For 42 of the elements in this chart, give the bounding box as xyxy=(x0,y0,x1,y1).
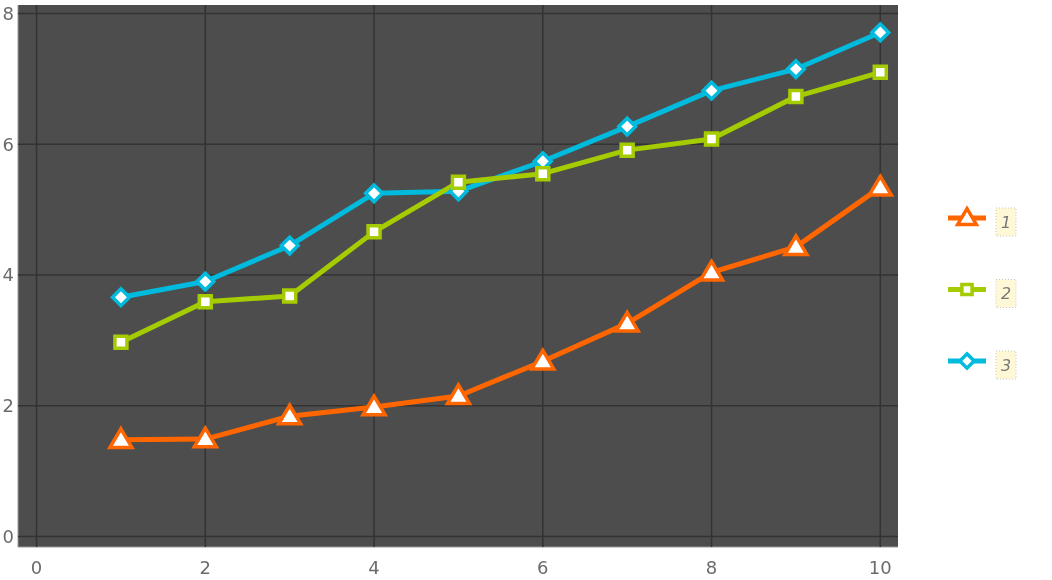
point xyxy=(614,310,640,333)
point xyxy=(113,334,129,351)
point xyxy=(785,58,807,80)
x-tick-label: 4 xyxy=(368,557,380,578)
point xyxy=(698,259,725,282)
legend-label: 2 xyxy=(1000,284,1012,304)
y-tick-label: 8 xyxy=(2,2,14,24)
point xyxy=(279,235,300,256)
point xyxy=(363,183,385,204)
x-tick-label: 8 xyxy=(705,557,718,578)
legend-label: 1 xyxy=(1000,212,1012,232)
y-tick-label: 4 xyxy=(2,264,14,286)
point xyxy=(701,80,722,101)
point xyxy=(867,174,894,197)
y-tick-label: 2 xyxy=(2,395,14,417)
point xyxy=(870,22,891,43)
point xyxy=(450,174,467,190)
point xyxy=(535,165,551,182)
point xyxy=(617,116,638,137)
point xyxy=(281,288,298,304)
point xyxy=(872,64,889,81)
legend-label: 3 xyxy=(1000,355,1012,375)
x-tick-label: 2 xyxy=(199,557,212,578)
point xyxy=(110,287,132,308)
x-tick-label: 10 xyxy=(868,557,892,578)
point xyxy=(619,142,635,158)
point xyxy=(108,427,134,450)
y-tick-label: 0 xyxy=(2,525,14,547)
point xyxy=(366,224,382,240)
point xyxy=(703,131,720,147)
point xyxy=(192,426,219,449)
point xyxy=(276,403,303,426)
y-tick-label: 6 xyxy=(2,133,14,155)
x-tick-label: 0 xyxy=(30,557,43,578)
point xyxy=(445,383,472,406)
point xyxy=(361,394,387,417)
point xyxy=(783,234,809,257)
point xyxy=(788,88,804,105)
x-tick-label: 6 xyxy=(537,557,549,578)
point xyxy=(197,294,214,310)
point xyxy=(530,348,556,371)
point xyxy=(195,271,216,292)
